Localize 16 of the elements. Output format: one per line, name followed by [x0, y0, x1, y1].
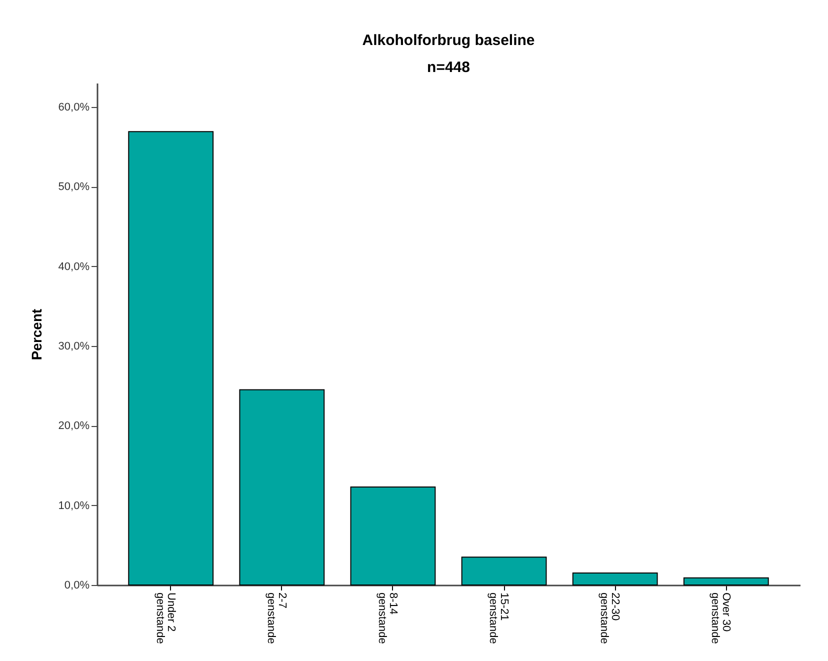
y-tick-label: 30,0%	[58, 340, 90, 352]
y-tick-label: 0,0%	[64, 580, 90, 592]
x-tick-label: Under 2 genstande	[154, 592, 177, 644]
x-tick-label: Over 30 genstande	[709, 592, 732, 644]
y-axis-title: Percent	[28, 308, 44, 360]
x-tick-label: 8-14 genstande	[376, 592, 399, 644]
y-tick-label: 40,0%	[58, 260, 90, 273]
chart-title: Alkoholforbrug baseline	[362, 32, 535, 49]
chart-subtitle: n=448	[427, 59, 470, 76]
x-tick-label: 22-30 genstande	[598, 592, 622, 644]
y-tick-label: 50,0%	[58, 181, 90, 194]
y-tick-label: 10,0%	[58, 500, 90, 512]
y-tick-label: 20,0%	[58, 420, 90, 432]
x-tick-label: 2-7 genstande	[264, 592, 288, 644]
y-tick-label: 60,0%	[58, 101, 90, 114]
x-tick-label: 15-21 genstande	[487, 592, 510, 644]
